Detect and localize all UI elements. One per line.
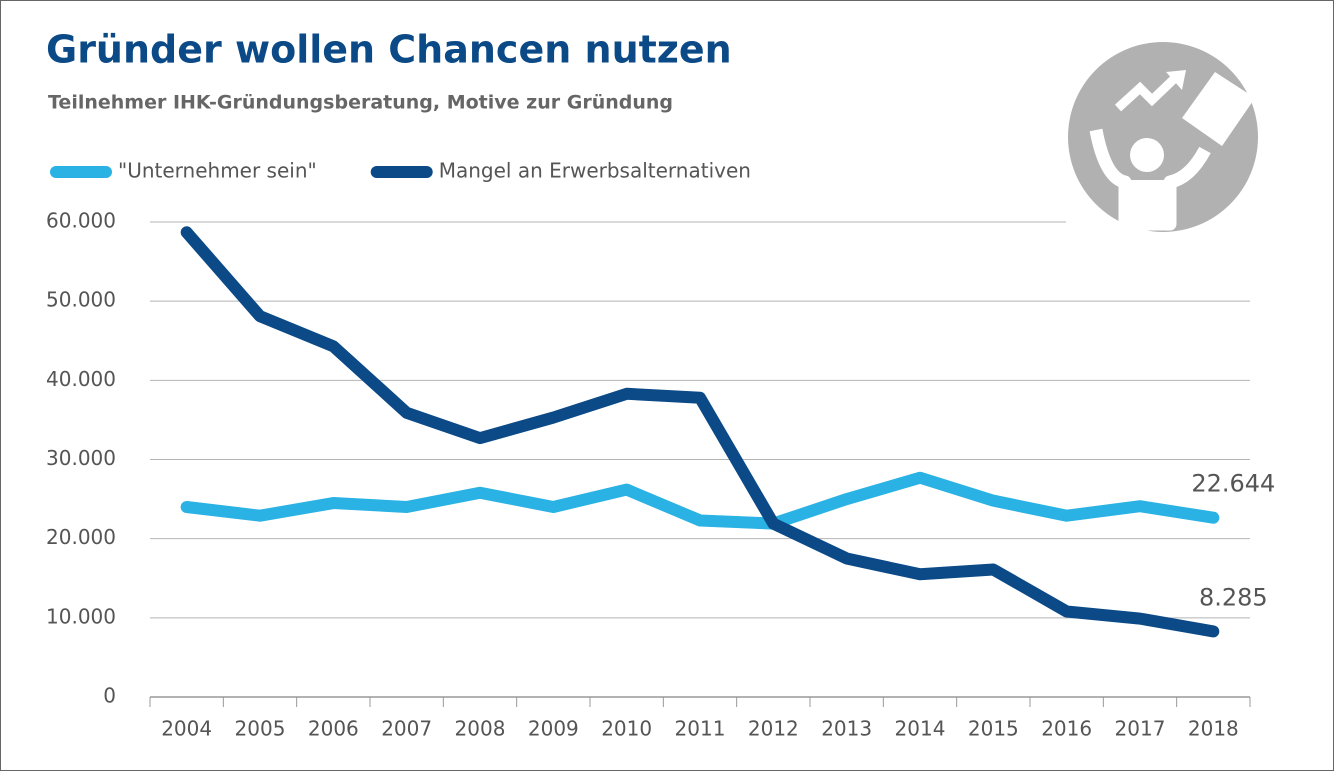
x-tick-label: 2007 [381,717,432,741]
icon-board [1182,72,1255,146]
icon-arrow [1114,74,1179,112]
x-tick-label: 2017 [1115,717,1166,741]
y-tick-label: 30.000 [46,446,116,470]
x-tick-label: 2012 [748,717,799,741]
y-tick-label: 0 [103,684,116,708]
x-tick-label: 2014 [895,717,946,741]
y-tick-label: 10.000 [46,604,116,628]
y-tick-label: 40.000 [46,367,116,391]
x-tick-label: 2016 [1041,717,1092,741]
series-line [180,226,1220,638]
x-tick-label: 2011 [675,717,726,741]
plot: 0 10.000 20.000 30.000 40.000 50.000 60.000 200… [46,209,1275,741]
y-tick-label: 50.000 [46,288,116,312]
series-line [180,471,1220,530]
data-label: 8.285 [1199,583,1268,611]
chart-subtitle: Teilnehmer IHK-Gründungsberatung, Motive… [48,92,673,114]
icon-body [1089,128,1211,231]
x-tick-label: 2005 [235,717,286,741]
x-tick-label: 2015 [968,717,1019,741]
icon-torso [1128,180,1168,226]
icon [1066,38,1262,236]
y-tick-label: 60.000 [46,209,116,233]
x-tick-label: 2013 [821,717,872,741]
icon-head [1130,138,1164,172]
x-tick-label: 2006 [308,717,359,741]
x-tick-label: 2009 [528,717,579,741]
x-tick-label: 2008 [455,717,506,741]
x-tick-label: 2018 [1188,717,1239,741]
icon-arrowhead [1166,70,1186,90]
x-tick-label: 2004 [161,717,212,741]
legend-label: Mangel an Erwerbsalternativen [439,159,751,183]
data-label: 22.644 [1191,470,1275,498]
legend-label: "Unternehmer sein" [118,159,317,183]
y-tick-label: 20.000 [46,525,116,549]
chart-title: Gründer wollen Chancen nutzen [46,28,732,72]
x-tick-label: 2010 [601,717,652,741]
